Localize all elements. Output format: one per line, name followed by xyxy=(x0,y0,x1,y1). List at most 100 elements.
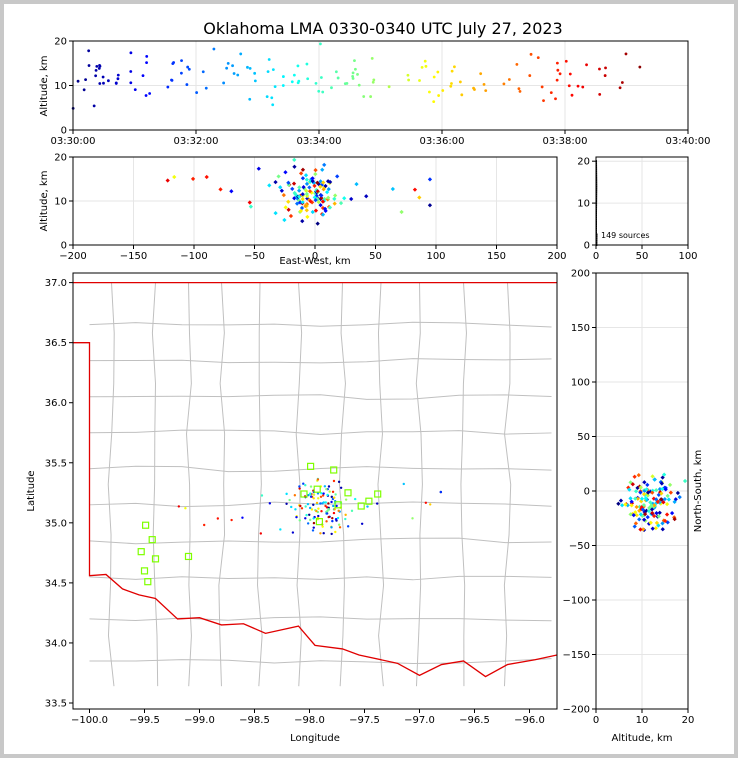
plan-view-point xyxy=(375,502,379,505)
plan-view-point xyxy=(311,529,315,532)
altitude-ns-point xyxy=(644,508,649,513)
altitude-histogram-bar xyxy=(596,204,598,207)
time-altitude-x-tick-label: 03:30:00 xyxy=(51,136,96,147)
altitude-ns-point xyxy=(666,497,672,502)
ew-altitude-point xyxy=(304,181,310,187)
station-marker xyxy=(300,490,308,498)
altitude-histogram-bar xyxy=(596,202,598,205)
plan-view-point xyxy=(184,506,187,510)
altitude-ns-point xyxy=(682,478,688,484)
station-marker xyxy=(144,578,152,586)
plan-view-y-tick-label: 34.5 xyxy=(45,578,67,589)
plan-view-point xyxy=(291,531,295,534)
altitude-ns-point xyxy=(637,517,642,522)
plan-view-point xyxy=(260,494,264,497)
altitude-ns-point xyxy=(616,501,621,506)
altitude-ns-point xyxy=(677,494,682,500)
ew-altitude-point xyxy=(312,183,317,188)
time-altitude-point xyxy=(441,89,445,92)
ew-altitude-point xyxy=(315,180,320,185)
county-boundary xyxy=(89,465,552,473)
ew-altitude-point xyxy=(298,171,304,176)
time-altitude-point xyxy=(129,81,133,85)
plan-view-point xyxy=(325,520,328,523)
time-altitude-point xyxy=(270,96,274,100)
time-altitude-point xyxy=(334,70,338,74)
ew-altitude-ylabel: Altitude, km xyxy=(39,171,50,232)
plan-view-point xyxy=(288,498,291,502)
time-altitude-point xyxy=(351,71,355,75)
ew-altitude-x-tick-label: −150 xyxy=(120,251,147,262)
ew-altitude-point xyxy=(273,179,278,185)
ew-altitude-point xyxy=(190,176,196,181)
county-boundary xyxy=(89,537,552,545)
altitude-histogram-bar xyxy=(596,172,598,175)
plan-view-point xyxy=(331,516,334,520)
time-altitude-point xyxy=(354,67,357,71)
ew-altitude-point xyxy=(318,202,323,208)
altitude-histogram-x-tick-label: 0 xyxy=(593,251,599,262)
plan-view-point xyxy=(294,508,297,511)
altitude-ns-point xyxy=(638,527,643,532)
altitude-ns-point xyxy=(648,520,653,525)
time-altitude-point xyxy=(246,65,249,69)
time-altitude-points xyxy=(71,42,642,110)
ew-altitude-point xyxy=(427,177,433,182)
county-boundary xyxy=(89,321,552,328)
time-altitude-point xyxy=(319,76,323,79)
ew-altitude-point xyxy=(349,196,354,202)
time-altitude-point xyxy=(187,67,191,71)
plan-view-point xyxy=(317,507,320,510)
plan-view-point xyxy=(331,519,334,523)
plan-view-point xyxy=(330,500,333,504)
plan-view-point xyxy=(216,517,220,520)
time-altitude-point xyxy=(420,65,424,69)
time-altitude-point xyxy=(407,78,411,82)
altitude-ns-xlabel: Altitude, km xyxy=(612,733,673,744)
altitude-histogram-bar xyxy=(596,179,598,182)
ew-altitude-point xyxy=(297,188,302,193)
time-altitude-point xyxy=(231,64,234,68)
altitude-ns-point xyxy=(654,520,660,526)
altitude-ns-point xyxy=(658,497,664,502)
plan-view-point xyxy=(366,505,369,508)
time-altitude-point xyxy=(129,51,133,55)
time-altitude-point xyxy=(236,73,240,77)
plan-view-point xyxy=(326,493,329,497)
altitude-ns-point xyxy=(662,472,667,477)
plan-view-point xyxy=(312,517,315,520)
ew-altitude-point xyxy=(298,208,304,214)
plan-view-point xyxy=(241,516,244,519)
plan-view-point xyxy=(306,522,310,525)
altitude-ns-point xyxy=(644,487,649,492)
time-altitude-point xyxy=(371,80,375,84)
ew-altitude-point xyxy=(390,186,395,192)
plan-view-point xyxy=(308,513,311,516)
plan-view-point xyxy=(285,492,288,496)
time-altitude-point xyxy=(460,93,464,97)
plan-view-point xyxy=(290,505,293,509)
time-altitude-point xyxy=(362,95,366,98)
altitude-ns-x-tick-label: 20 xyxy=(682,715,695,726)
county-boundary xyxy=(186,282,192,687)
time-altitude-point xyxy=(555,61,559,65)
ew-altitude-point xyxy=(310,209,315,215)
altitude-ns-point xyxy=(634,504,639,510)
plan-view-point xyxy=(337,509,340,513)
station-marker xyxy=(344,489,352,497)
plan-view-point xyxy=(334,530,337,534)
plan-view-ylabel: Latitude xyxy=(26,470,37,511)
station-marker xyxy=(184,552,193,561)
plan-view-point xyxy=(336,516,340,520)
altitude-histogram-bar xyxy=(596,191,598,194)
county-boundary xyxy=(89,616,552,622)
altitude-ns-point xyxy=(675,490,680,496)
time-altitude-point xyxy=(423,59,427,63)
time-altitude-point xyxy=(94,74,98,78)
plan-view-point xyxy=(321,525,324,528)
plan-view-point xyxy=(333,508,336,511)
plan-view-x-tick-label: −100.0 xyxy=(71,715,108,726)
time-altitude-point xyxy=(265,95,269,99)
figure-title: Oklahoma LMA 0330-0340 UTC July 27, 2023 xyxy=(203,19,562,38)
county-boundary xyxy=(338,282,346,687)
